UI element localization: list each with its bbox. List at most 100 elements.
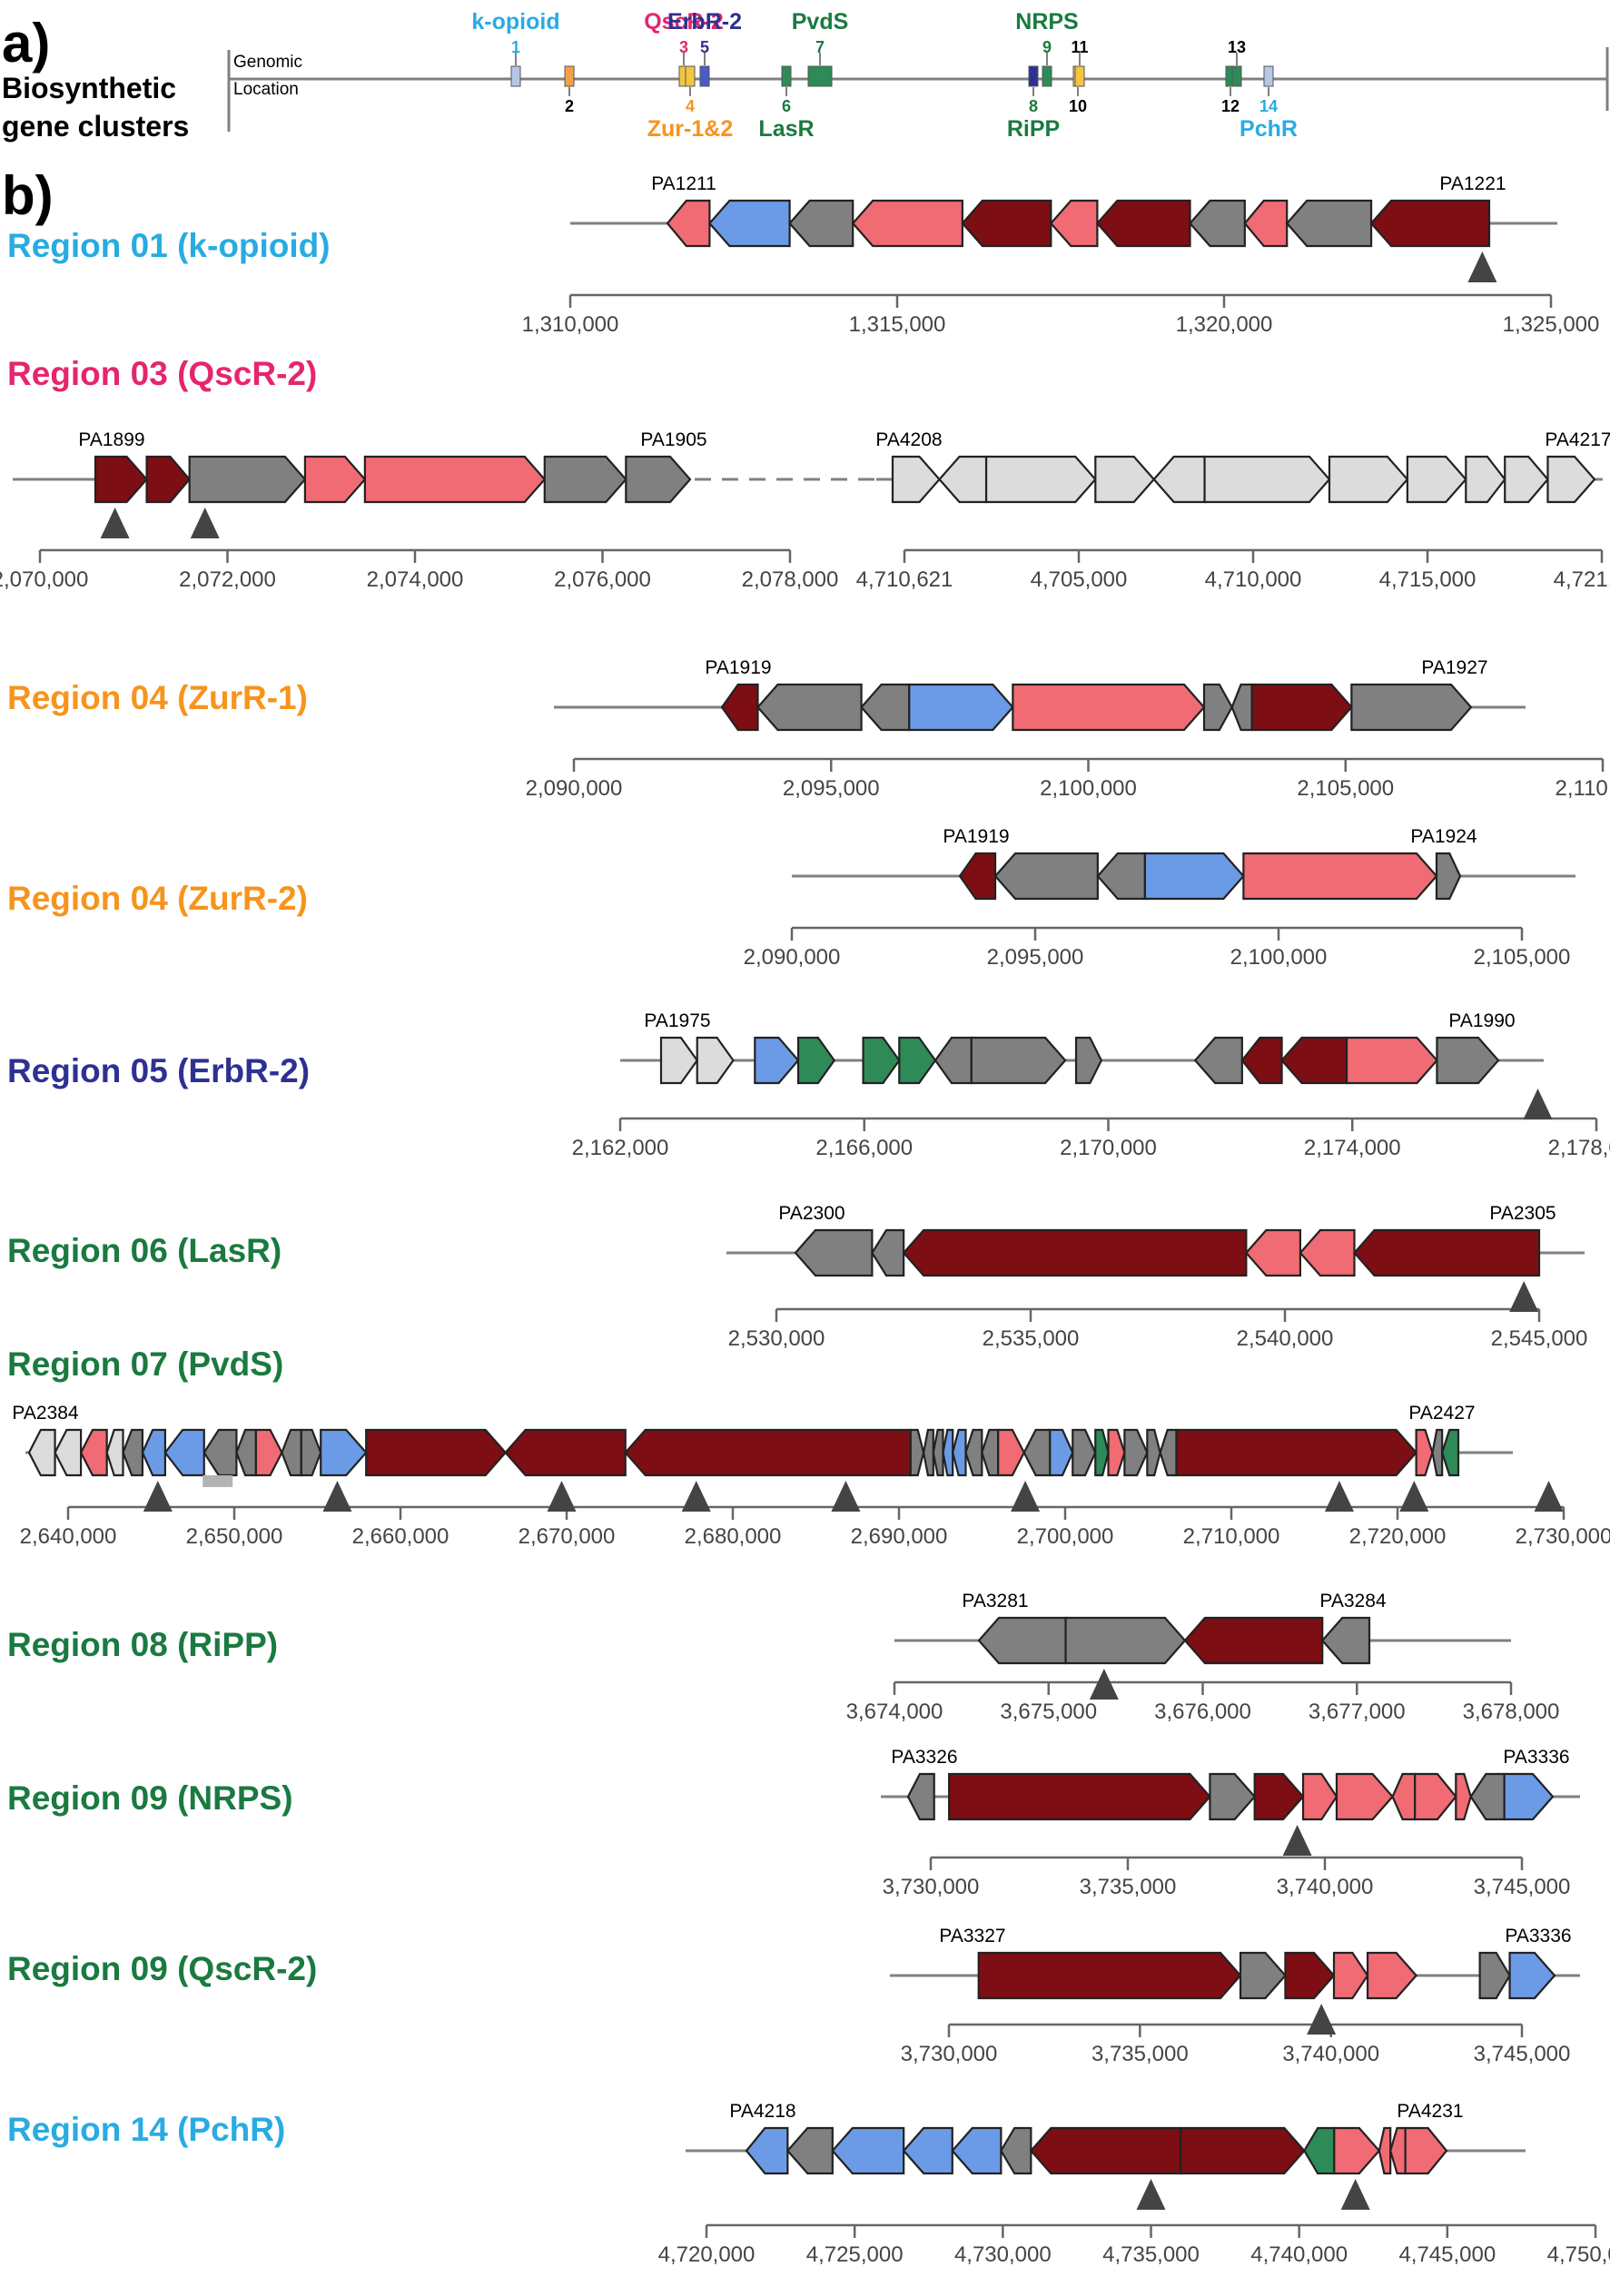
gene-arrow: [993, 852, 1099, 901]
gene-arrow: [1209, 1772, 1257, 1821]
gene-arrow: [122, 1428, 144, 1477]
gene-arrow: [1335, 1772, 1394, 1821]
gene-arrow: [720, 683, 759, 732]
gene-arrow: [1345, 1036, 1438, 1085]
gene-arrow: [202, 1428, 238, 1477]
gene-arrow: [1280, 1036, 1348, 1085]
axis-tick-label: 2,535,000: [983, 1326, 1080, 1351]
gene-arrow: [1366, 1951, 1418, 2000]
gene-label-start: PA1211: [651, 173, 716, 194]
axis-tick-label: 3,674,000: [846, 1700, 943, 1724]
gene-arrow: [363, 455, 547, 504]
axis-tick-label: 2,720,000: [1349, 1524, 1447, 1549]
axis-tick-label: 2,170,000: [1060, 1136, 1157, 1160]
gene-arrow: [163, 1428, 205, 1477]
gene-arrow: [1107, 1428, 1126, 1477]
region-title: Region 05 (ErbR-2): [7, 1052, 310, 1089]
region-1: Region 01 (k-opioid) PA1211 PA1221 1,310,00…: [7, 173, 1599, 337]
axis-tick-label: 1,315,000: [849, 312, 946, 337]
gene-arrow: [933, 1036, 973, 1085]
gene-arrow: [1094, 455, 1156, 504]
gene-arrow: [785, 2126, 834, 2175]
cluster-name-9: NRPS: [1015, 9, 1078, 34]
cluster-box-2: [564, 65, 575, 87]
gene-arrow: [625, 455, 692, 504]
axis-tick-label: 1,310,000: [522, 312, 619, 337]
gene-arrow: [1435, 852, 1462, 901]
region-title: Region 08 (RiPP): [7, 1626, 278, 1663]
position-marker: [547, 1481, 577, 1512]
region-4: Region 04 (ZurR-2) PA1919 PA1924 2,090,000 2…: [7, 826, 1575, 970]
region-6: Region 06 (LasR) PA2300 PA2305 2,530,000 2,5…: [7, 1203, 1587, 1351]
axis-tick-label: 4,740,000: [1250, 2242, 1348, 2267]
axis-tick-label: 3,745,000: [1474, 1875, 1571, 1899]
axis-tick-label: 2,700,000: [1017, 1524, 1114, 1549]
axis-tick-label: 4,721,509: [1554, 567, 1610, 592]
gene-arrow: [1242, 852, 1438, 901]
axis-tick-label: 2,162,000: [572, 1136, 669, 1160]
gene-arrow: [1193, 1036, 1243, 1085]
gene-label-end: PA1990: [1448, 1010, 1515, 1031]
axis-tick-label: 3,735,000: [1091, 2042, 1189, 2066]
axis-tick-label: 3,740,000: [1277, 1875, 1374, 1899]
cluster-number-13: 13: [1228, 38, 1246, 56]
gene-arrow: [1072, 1428, 1097, 1477]
gene-arrow: [902, 1228, 1248, 1277]
gene-arrow: [1478, 1951, 1511, 2000]
gene-arrow: [1049, 1428, 1074, 1477]
cluster-box-4: [685, 65, 696, 87]
gene-arrow: [906, 1772, 935, 1821]
axis-tick-label: 2,100,000: [1230, 945, 1328, 970]
gene-label-end: PA3284: [1319, 1591, 1386, 1611]
axis-tick-label: 4,710,000: [1205, 567, 1302, 592]
gene-arrow: [932, 1428, 944, 1477]
gene-arrow: [659, 1036, 699, 1085]
axis-tick-label: 4,720,000: [658, 2242, 756, 2267]
gene-arrow: [1378, 2126, 1392, 2175]
gene-label-end: PA2427: [1408, 1403, 1475, 1424]
cluster-number-2: 2: [565, 97, 574, 115]
gene-arrow: [1253, 1772, 1305, 1821]
axis-tick-label: 2,540,000: [1237, 1326, 1334, 1351]
gene-arrow: [1244, 1228, 1302, 1277]
position-marker: [1324, 1481, 1354, 1512]
region-9: Region 09 (NRPS) PA3326 PA3336 3,730,000 3,7…: [7, 1747, 1580, 1899]
region-11: Region 14 (PchR) PA4218 PA4231 4,720,000 4,7…: [7, 2101, 1610, 2267]
gene-arrow: [1508, 1951, 1556, 2000]
gene-label-start: PA1919: [705, 657, 771, 678]
cluster-box-13: [1231, 65, 1242, 87]
axis-tick-label: 2,110,000: [1556, 776, 1610, 801]
gene-arrow: [898, 1036, 937, 1085]
axis-tick-label: 2,174,000: [1304, 1136, 1401, 1160]
region-5: Region 05 (ErbR-2) PA1975 PA1990 2,162,000 2…: [7, 1010, 1610, 1160]
gene-arrow: [1029, 2126, 1182, 2175]
gene-arrow: [27, 1428, 56, 1477]
axis-tick-label: 4,745,000: [1398, 2242, 1496, 2267]
axis-label-genomic: Genomic: [233, 53, 302, 72]
gene-arrow: [1465, 455, 1506, 504]
gene-arrow: [1189, 199, 1246, 248]
gene-arrow: [981, 1428, 1000, 1477]
axis-tick-label: 2,690,000: [851, 1524, 948, 1549]
gene-arrow: [794, 1228, 874, 1277]
gene-arrow: [984, 455, 1097, 504]
gene-arrow: [235, 1428, 257, 1477]
gene-arrow: [1175, 1428, 1418, 1477]
axis-tick-label: 3,735,000: [1080, 1875, 1177, 1899]
axis-tick-label: 2,090,000: [744, 945, 841, 970]
panel-b-label: b): [2, 165, 54, 226]
position-marker: [1509, 1281, 1539, 1312]
gene-arrow: [1240, 1036, 1283, 1085]
gene-arrow: [745, 2126, 789, 2175]
gene-label-end: PA4231: [1397, 2101, 1463, 2122]
panel-a-label: a): [2, 13, 50, 74]
gene-arrow: [1301, 1772, 1338, 1821]
gene-arrow: [1469, 1772, 1506, 1821]
position-marker: [1011, 1481, 1041, 1512]
gene-arrow: [1431, 1428, 1444, 1477]
axis-tick-label: 3,675,000: [1000, 1700, 1097, 1724]
gene-arrow: [1243, 199, 1289, 248]
gene-arrow: [970, 1036, 1067, 1085]
axis-tick-label: 4,750,000: [1547, 2242, 1610, 2267]
